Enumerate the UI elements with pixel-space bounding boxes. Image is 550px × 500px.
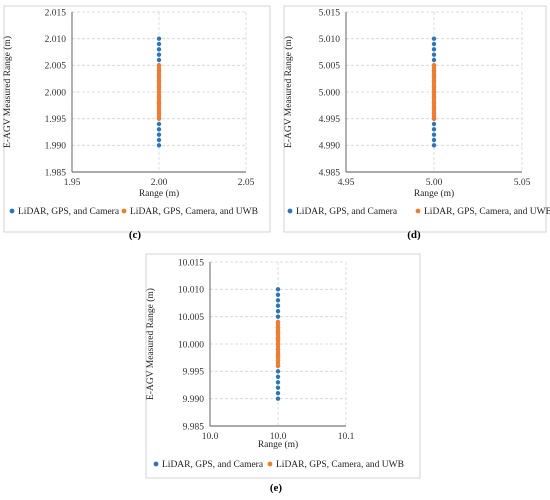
legend-marker-series-1 [9,208,15,214]
data-point-series-1 [156,47,162,52]
x-axis-title: Range (m) [139,188,179,199]
data-point-series-1 [275,391,281,396]
data-point-series-1 [431,47,437,52]
data-point-series-1 [431,127,437,132]
data-point-series-2 [156,101,162,106]
panel-label: (e) [270,482,283,494]
data-point-series-1 [275,369,281,374]
data-point-series-2 [156,63,162,68]
legend-marker-series-1 [153,461,159,467]
legend-marker-series-1 [287,208,293,214]
legend-marker-series-2 [121,208,127,214]
x-tick-label: 10.0 [202,432,219,442]
data-point-series-1 [431,41,437,47]
data-point-series-1 [156,143,162,148]
data-point-series-2 [431,63,437,68]
data-point-series-1 [156,127,162,132]
data-point-series-1 [275,314,281,319]
chart-panel-e: 10.0 10.0 10.1 9.985 9.990 9.995 10.000 10.005 1… [145,253,421,494]
data-point-series-1 [431,143,437,148]
y-tick-label: 1.995 [45,115,67,125]
data-point-series-1 [156,52,162,57]
legend-label-series-1: LiDAR, GPS, and Camera [18,207,120,217]
y-tick-label: 10.015 [178,258,204,268]
data-point-series-1 [275,287,281,292]
data-point-series-1 [275,309,281,314]
x-tick-label: 1.95 [64,178,81,188]
data-point-series-1 [431,36,437,41]
y-tick-label: 10.010 [178,286,204,296]
data-point-series-1 [156,41,162,47]
data-point-series-1 [431,57,437,63]
data-point-series-1 [156,57,162,63]
data-point-series-2 [275,353,281,359]
legend-marker-series-2 [267,461,273,467]
y-tick-label: 9.995 [183,368,205,378]
data-point-series-1 [275,380,281,385]
legend-label-series-2: LiDAR, GPS, Camera, and UWB [276,460,404,470]
chart-frame [283,5,547,233]
y-tick-label: 5.000 [319,88,341,98]
x-axis-title: Range (m) [258,439,298,450]
y-tick-label: 2.005 [45,62,67,72]
y-tick-label: 5.015 [319,8,341,18]
data-point-series-1 [275,292,281,297]
y-tick-label: 9.990 [183,395,205,405]
y-axis-title: E-AGV Measured Range (m) [283,36,294,148]
y-tick-label: 9.985 [183,422,205,432]
panel-label: (c) [129,229,142,241]
legend-label-series-1: LiDAR, GPS, and Camera [162,460,264,470]
data-point-series-1 [275,385,281,390]
x-tick-label: 2.05 [238,178,255,188]
x-axis-title: Range (m) [414,188,454,199]
data-point-series-1 [156,132,162,137]
legend-marker-series-2 [415,208,421,214]
chart-frame [145,253,421,479]
chart-panel-d: 4.95 5.00 5.05 4.985 4.990 4.995 5.000 5.005 5.0… [283,5,550,241]
y-axis-title: E-AGV Measured Range (m) [145,288,156,400]
legend-label-series-2: LiDAR, GPS, Camera, and UWB [130,207,258,217]
y-tick-label: 4.995 [319,115,341,125]
data-point-series-1 [156,137,162,143]
x-tick-label: 5.00 [426,178,443,188]
y-tick-label: 1.990 [45,142,67,152]
data-point-series-1 [431,52,437,57]
data-point-series-1 [275,298,281,303]
data-point-series-2 [275,337,281,342]
y-tick-label: 1.985 [45,168,67,178]
legend-label-series-1: LiDAR, GPS, and Camera [296,207,398,217]
chart-frame [3,5,271,233]
x-tick-label: 4.95 [338,178,355,188]
y-tick-label: 2.010 [45,35,67,45]
y-tick-label: 4.985 [319,168,341,178]
data-point-series-1 [156,36,162,41]
data-point-series-1 [431,121,437,127]
data-point-series-1 [275,374,281,379]
panel-label: (d) [407,229,421,241]
data-point-series-1 [275,396,281,401]
data-point-series-2 [275,329,281,335]
data-point-series-1 [431,132,437,137]
chart-panel-c: 1.95 2.00 2.05 1.985 1.990 1.995 2.000 2.005 2.0… [2,5,271,241]
x-tick-label: 5.05 [514,178,531,188]
data-point-series-1 [156,121,162,127]
x-tick-label: 10.0 [270,432,287,442]
data-point-series-1 [431,137,437,143]
y-axis-title: E-AGV Measured Range (m) [2,36,13,148]
x-tick-label: 2.00 [151,178,168,188]
y-tick-label: 5.010 [319,35,341,45]
y-tick-label: 10.005 [178,313,204,323]
legend-label-series-2: LiDAR, GPS, Camera, and UWB [424,207,550,217]
x-tick-label: 10.1 [338,432,355,442]
y-tick-label: 5.005 [319,62,341,72]
data-point-series-1 [275,303,281,308]
y-tick-label: 10.000 [178,340,204,350]
y-tick-label: 2.000 [45,88,67,98]
y-tick-label: 4.990 [319,142,341,152]
data-point-series-2 [275,319,281,325]
y-tick-label: 2.015 [45,8,67,18]
